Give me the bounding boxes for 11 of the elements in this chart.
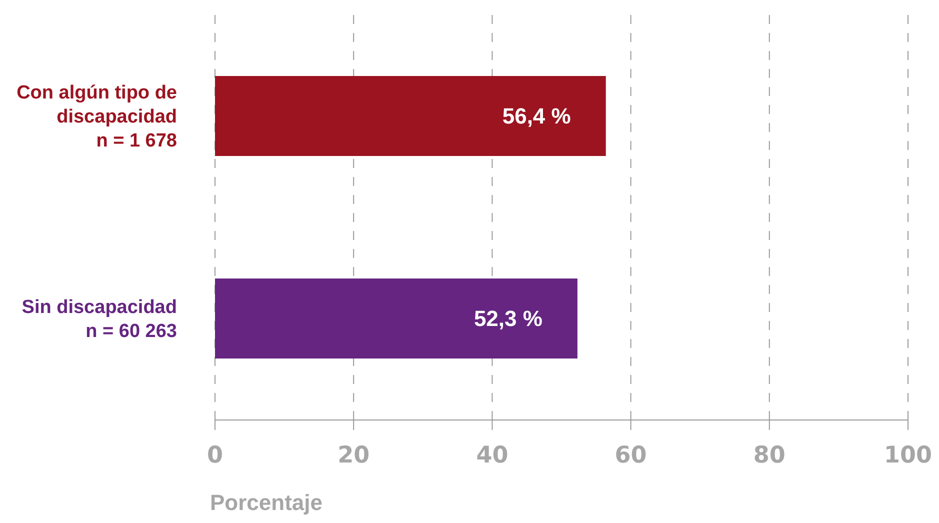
x-tick-label: 0 <box>206 442 224 468</box>
x-tick-label: 100 <box>884 442 932 468</box>
x-axis-title: Porcentaje <box>210 490 322 515</box>
x-tick-label: 40 <box>476 442 508 468</box>
x-tick-label: 80 <box>753 442 786 468</box>
data-label: 52,3 % <box>474 306 542 331</box>
y-tick-label: Con algún tipo de discapacidad n = 1 678 <box>16 82 177 151</box>
x-tick-label: 20 <box>338 442 370 468</box>
y-tick-label: Sin discapacidad n = 60 263 <box>22 296 177 342</box>
x-tick-label: 60 <box>614 442 647 468</box>
data-label: 56,4 % <box>502 104 571 128</box>
